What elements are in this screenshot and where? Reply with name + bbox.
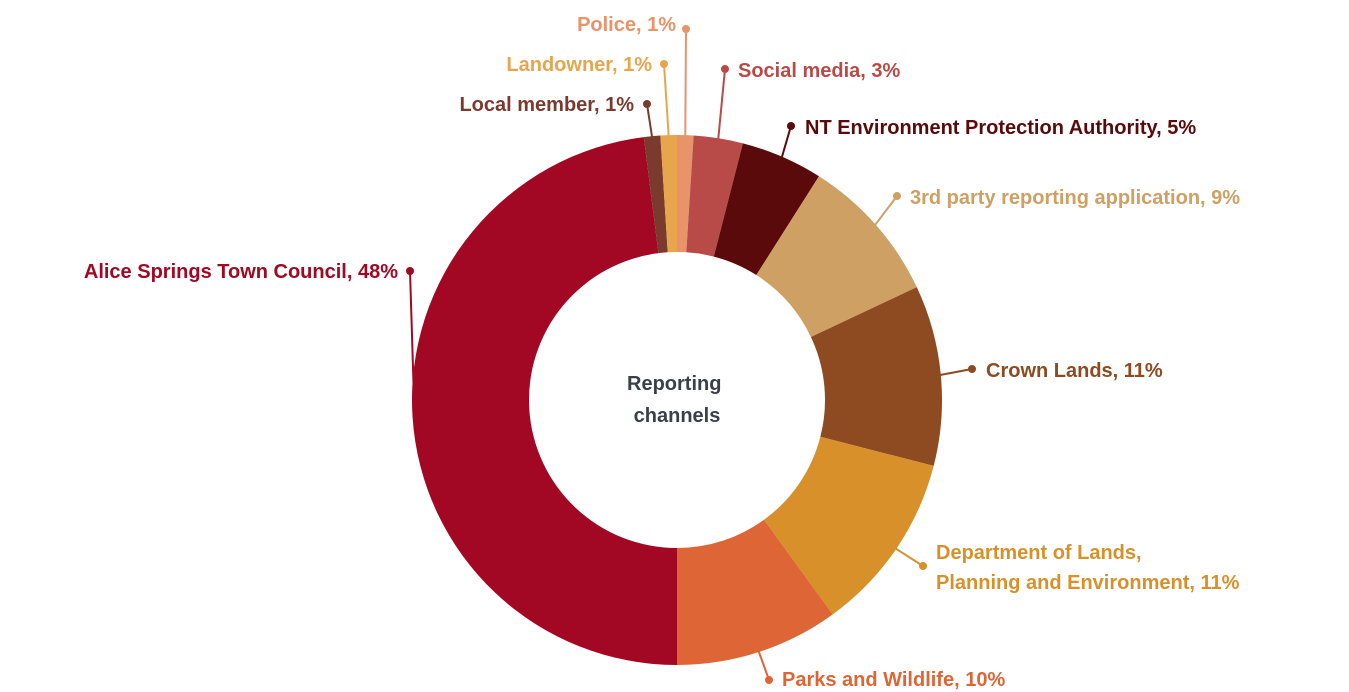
leader-line (684, 28, 687, 138)
center-label-line-2: channels (634, 405, 721, 427)
label-police: Police, 1% (577, 14, 676, 36)
label-nt-environment-protection-authority: NT Environment Protection Authority, 5% (805, 117, 1196, 139)
slice-social-media (686, 135, 743, 257)
leader-line (873, 195, 898, 227)
leader-line (409, 270, 416, 417)
center-label-line-1: Reporting (627, 373, 721, 395)
slice-crown-lands (810, 287, 943, 466)
label-line: Landowner, 1% (506, 54, 652, 76)
label-local-member: Local member, 1% (459, 94, 634, 116)
label-3rd-party-reporting-application: 3rd party reporting application, 9% (910, 187, 1240, 209)
leader-dot (660, 60, 668, 68)
donut-slices (411, 135, 943, 665)
slice-alice-springs-town-council (411, 137, 677, 665)
label-line: NT Environment Protection Authority, 5% (805, 117, 1196, 139)
leader-dot (893, 192, 901, 200)
label-line: Local member, 1% (459, 94, 634, 116)
label-alice-springs-town-council: Alice Springs Town Council, 48% (84, 261, 398, 283)
slice-landowner (660, 135, 677, 253)
label-line: 3rd party reporting application, 9% (910, 187, 1240, 209)
slice-department-of-lands-planning-and-environment (763, 436, 934, 615)
label-crown-lands: Crown Lands, 11% (986, 360, 1163, 382)
leader-dot (787, 122, 795, 130)
leader-lines (406, 25, 976, 684)
center-label: Reporting channels (627, 373, 727, 427)
leader-line (717, 68, 726, 141)
label-landowner: Landowner, 1% (506, 54, 652, 76)
slice-police (677, 135, 694, 253)
leader-dot (643, 100, 651, 108)
leader-line (663, 63, 670, 138)
label-line: Planning and Environment, 11% (936, 572, 1240, 594)
label-social-media: Social media, 3% (738, 60, 901, 82)
slice-nt-environment-protection-authority (713, 143, 819, 276)
leader-dot (406, 267, 414, 275)
leader-dot (682, 25, 690, 33)
slice-local-member (643, 135, 668, 254)
label-line: Social media, 3% (738, 60, 901, 82)
leader-line (938, 368, 973, 377)
leader-dot (721, 65, 729, 73)
label-line: Alice Springs Town Council, 48% (84, 261, 398, 283)
leader-dot (968, 365, 976, 373)
leader-line (757, 649, 770, 681)
leader-line (780, 125, 792, 159)
slice-labels: Police, 1% Social media, 3% NT Environment… (84, 14, 1240, 691)
label-line: Crown Lands, 11% (986, 360, 1163, 382)
leader-dot (765, 676, 773, 684)
slice-parks-and-wildlife (677, 519, 833, 665)
slice-3rd-party-reporting-application (756, 176, 917, 337)
leader-line (893, 546, 924, 567)
label-line: Department of Lands, (936, 542, 1142, 564)
label-line: Police, 1% (577, 14, 676, 36)
leader-line (646, 103, 654, 139)
label-line: Parks and Wildlife, 10% (782, 669, 1005, 691)
label-parks-and-wildlife: Parks and Wildlife, 10% (782, 669, 1005, 691)
leader-dot (919, 562, 927, 570)
label-department-of-lands-planning-and-environment: Department of Lands, Planning and Environ… (936, 542, 1240, 594)
